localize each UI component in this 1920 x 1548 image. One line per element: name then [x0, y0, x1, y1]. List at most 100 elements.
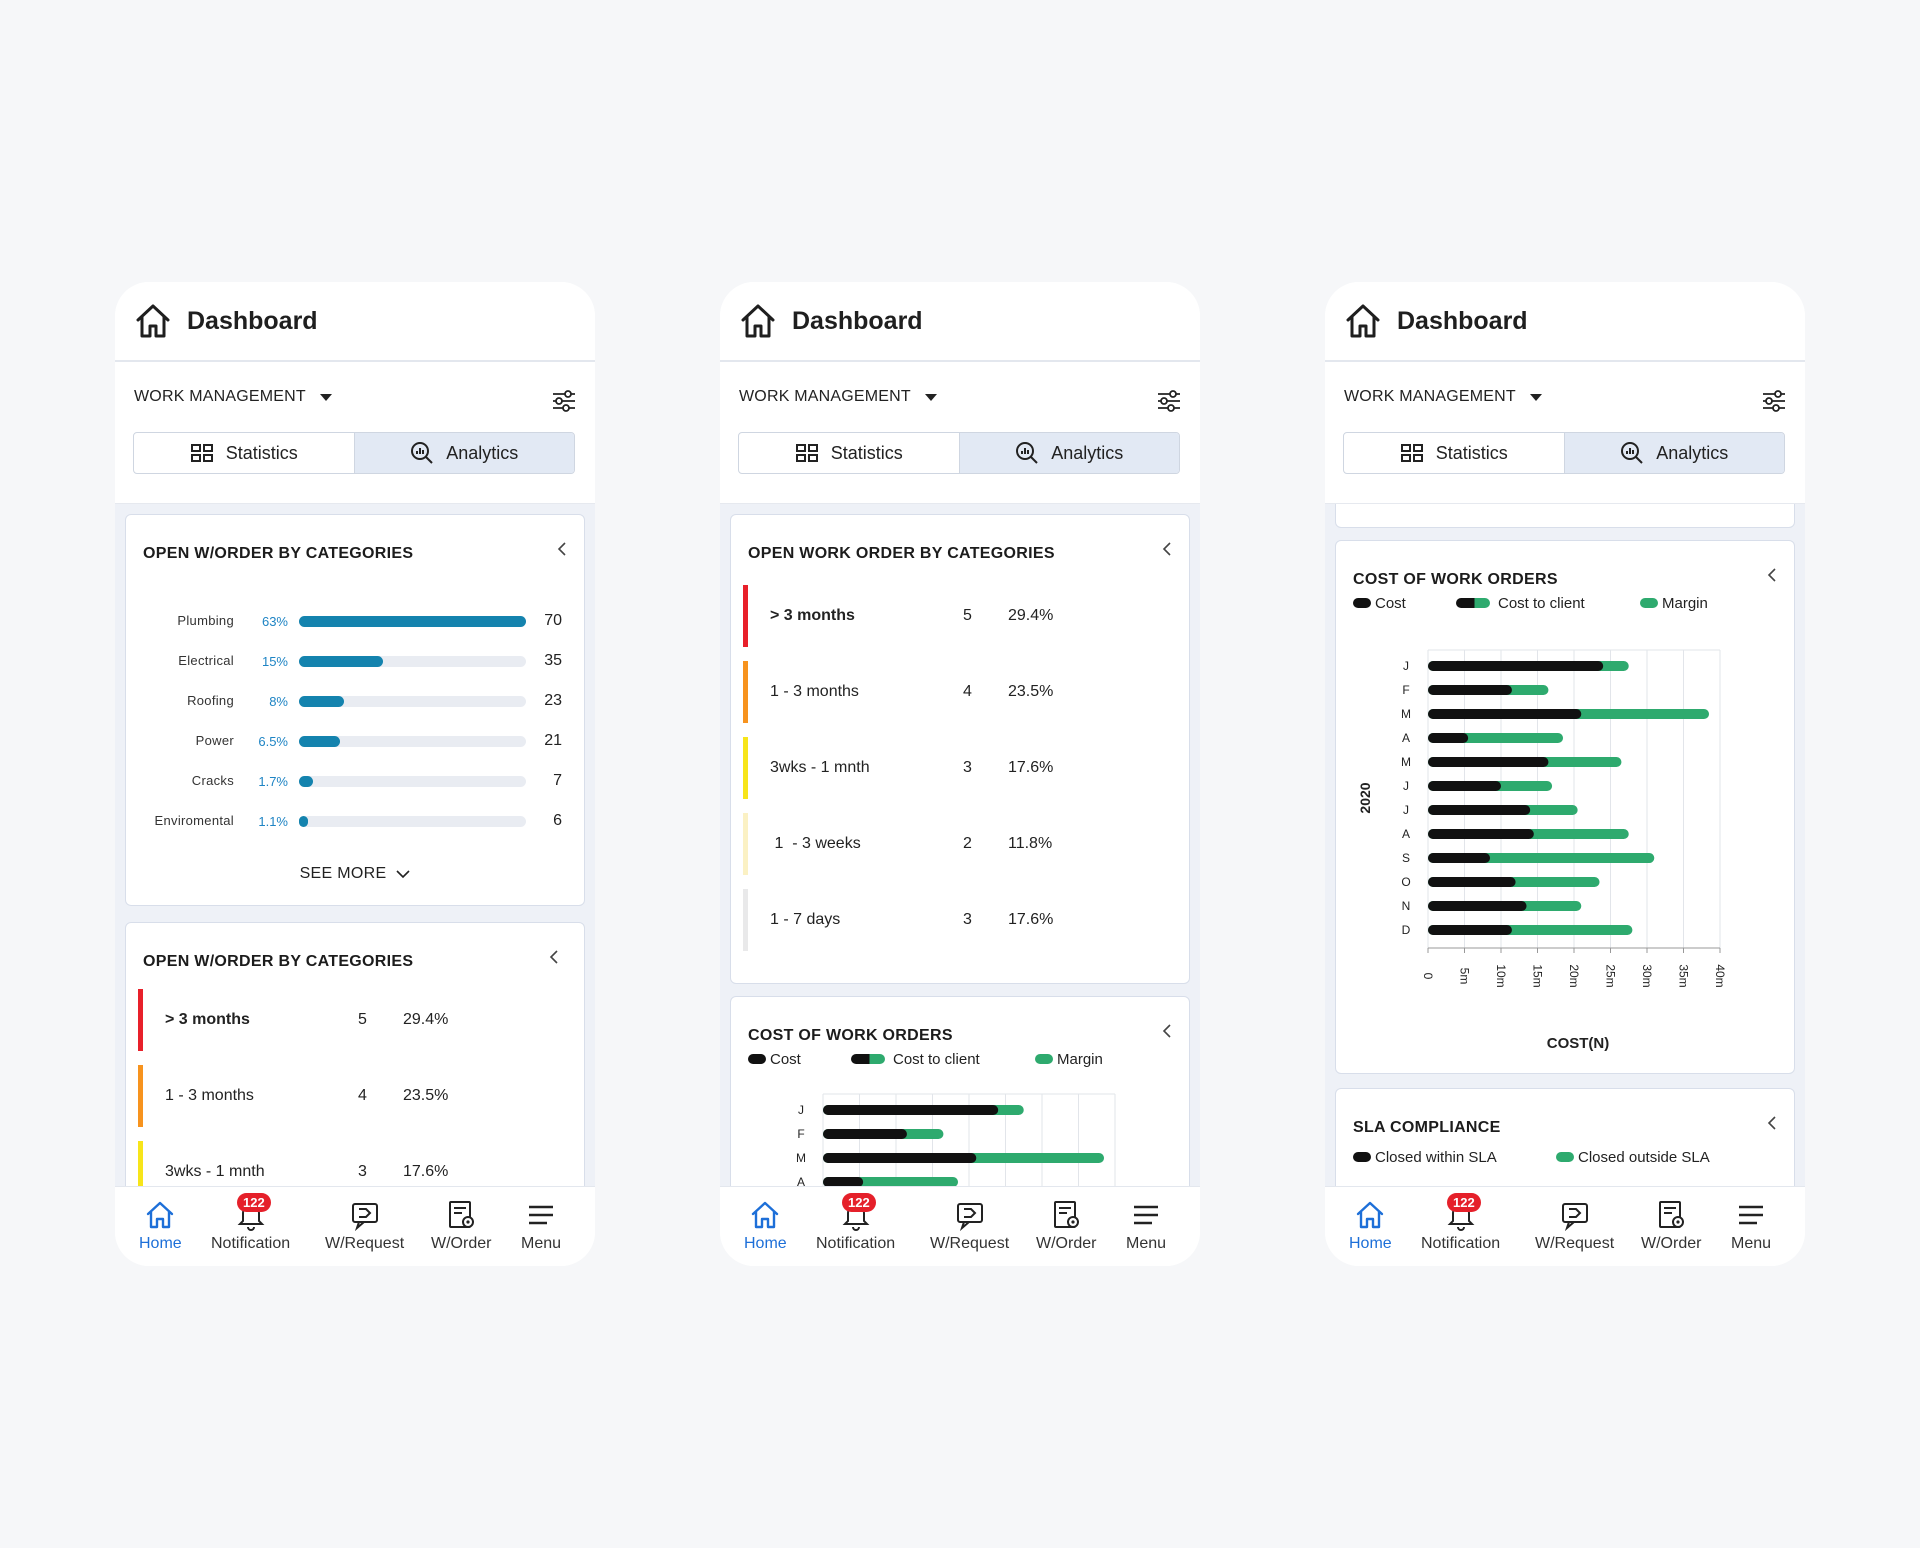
legend-swatch — [1456, 598, 1490, 608]
see-more-label: SEE MORE — [299, 865, 387, 882]
category-value: 70 — [544, 612, 562, 629]
cost-bar — [823, 1153, 977, 1163]
nav-label: Home — [744, 1235, 787, 1252]
nav-worder[interactable]: W/Order — [1036, 1199, 1096, 1253]
tab-statistics[interactable]: Statistics — [1344, 433, 1564, 473]
cost-bar — [1428, 925, 1512, 935]
age-percent: 17.6% — [1008, 759, 1054, 776]
age-color-strip — [743, 889, 748, 951]
nav-menu[interactable]: Menu — [1731, 1199, 1771, 1253]
age-count: 5 — [358, 1011, 367, 1028]
month-tick-label: M — [1401, 707, 1411, 721]
age-row[interactable]: 3wks - 1 mnth 3 17.6% — [138, 1141, 584, 1186]
legend-swatch — [1640, 598, 1658, 608]
nav-worder[interactable]: W/Order — [1641, 1199, 1701, 1253]
filter-settings-icon[interactable] — [551, 388, 577, 414]
caret-down-icon — [319, 393, 332, 401]
analytics-search-icon — [1621, 442, 1643, 464]
chevron-left-icon[interactable] — [1161, 1023, 1173, 1039]
nav-wrequest[interactable]: W/Request — [1535, 1199, 1614, 1253]
see-more-button[interactable]: SEE MORE — [126, 865, 584, 883]
filter-settings-icon[interactable] — [1156, 388, 1182, 414]
module-dropdown[interactable]: WORK MANAGEMENT — [739, 388, 937, 406]
chevron-left-icon[interactable] — [1161, 541, 1173, 557]
chevron-left-icon[interactable] — [556, 541, 568, 557]
home-icon[interactable] — [1343, 301, 1383, 341]
work-order-icon — [449, 1201, 475, 1228]
nav-wrequest[interactable]: W/Request — [930, 1199, 1009, 1253]
nav-notification[interactable]: 122 Notification — [211, 1193, 290, 1253]
tab-analytics-label: Analytics — [1656, 442, 1729, 463]
card-title: OPEN W/ORDER BY CATEGORIES — [143, 953, 414, 970]
home-icon[interactable] — [738, 301, 778, 341]
category-percent: 1.1% — [258, 814, 288, 829]
nav-home[interactable]: Home — [1349, 1199, 1392, 1253]
age-percent: 17.6% — [1008, 911, 1054, 928]
tab-analytics[interactable]: Analytics — [958, 433, 1179, 473]
cost-bar — [1428, 733, 1469, 743]
age-percent: 11.8% — [1008, 835, 1053, 852]
nav-notification[interactable]: 122 Notification — [1421, 1193, 1500, 1253]
nav-home[interactable]: Home — [744, 1199, 787, 1253]
x-tick-label: 30m — [1640, 964, 1654, 987]
nav-menu[interactable]: Menu — [1126, 1199, 1166, 1253]
module-dropdown[interactable]: WORK MANAGEMENT — [1344, 388, 1542, 406]
chevron-left-icon[interactable] — [1766, 567, 1778, 583]
category-row: Plumbing 63% 70 — [126, 612, 584, 653]
age-row[interactable]: 1 - 7 days 3 17.6% — [743, 889, 1189, 951]
work-order-icon — [1659, 1201, 1685, 1228]
sla-card: SLA COMPLIANCE Closed within SLA Closed … — [1335, 1088, 1795, 1186]
nav-notification[interactable]: 122 Notification — [816, 1193, 895, 1253]
home-icon[interactable] — [133, 301, 173, 341]
module-label: WORK MANAGEMENT — [1344, 388, 1516, 405]
category-bar-fill — [299, 656, 383, 667]
category-bar-track — [299, 696, 526, 707]
x-tick-label: 10m — [1494, 964, 1508, 987]
age-count: 3 — [963, 759, 972, 776]
nav-label: W/Order — [1036, 1235, 1097, 1252]
age-label: 1 - 3 weeks — [770, 835, 861, 852]
category-label: Electrical — [178, 653, 234, 668]
age-row[interactable]: 1 - 3 weeks 2 11.8% — [743, 813, 1189, 875]
module-dropdown[interactable]: WORK MANAGEMENT — [134, 388, 332, 406]
grid-icon — [1400, 444, 1423, 462]
menu-icon — [1739, 1205, 1764, 1225]
nav-label: Home — [1349, 1235, 1392, 1252]
filter-settings-icon[interactable] — [1761, 388, 1787, 414]
chevron-left-icon[interactable] — [548, 949, 560, 965]
tab-statistics[interactable]: Statistics — [134, 433, 354, 473]
nav-menu[interactable]: Menu — [521, 1199, 561, 1253]
age-row[interactable]: > 3 months 5 29.4% — [743, 585, 1189, 647]
tab-statistics[interactable]: Statistics — [739, 433, 959, 473]
age-row[interactable]: 1 - 3 months 4 23.5% — [138, 1065, 584, 1127]
legend-label: Cost to client — [893, 1050, 980, 1068]
age-percent: 17.6% — [403, 1163, 449, 1180]
legend-swatch — [1353, 1152, 1371, 1162]
age-count: 5 — [963, 607, 972, 624]
age-color-strip — [743, 737, 748, 799]
age-color-strip — [743, 813, 748, 875]
x-tick-label: 35m — [1677, 964, 1691, 987]
age-label: 1 - 7 days — [770, 911, 841, 928]
tab-analytics[interactable]: Analytics — [353, 433, 574, 473]
month-tick-label: N — [1402, 899, 1411, 913]
tab-analytics[interactable]: Analytics — [1563, 433, 1784, 473]
legend-swatch — [1353, 598, 1371, 608]
phone-screen-2: Dashboard WORK MANAGEMENT Statistics Ana… — [720, 282, 1200, 1266]
age-row[interactable]: 3wks - 1 mnth 3 17.6% — [743, 737, 1189, 799]
age-row[interactable]: > 3 months 5 29.4% — [138, 989, 584, 1051]
age-label: 1 - 3 months — [165, 1087, 254, 1104]
caret-down-icon — [1529, 393, 1542, 401]
nav-worder[interactable]: W/Order — [431, 1199, 491, 1253]
age-label: > 3 months — [770, 607, 855, 624]
age-card: OPEN W/ORDER BY CATEGORIES > 3 months 5 29… — [125, 922, 585, 1186]
nav-home[interactable]: Home — [139, 1199, 182, 1253]
cost-card: COST OF WORK ORDERS Cost Cost to client … — [1335, 540, 1795, 1074]
category-label: Cracks — [191, 773, 234, 788]
x-tick-label: 15m — [1531, 964, 1545, 987]
chevron-left-icon[interactable] — [1766, 1115, 1778, 1131]
cost-bar — [1428, 685, 1512, 695]
nav-wrequest[interactable]: W/Request — [325, 1199, 404, 1253]
module-label: WORK MANAGEMENT — [134, 388, 306, 405]
age-row[interactable]: 1 - 3 months 4 23.5% — [743, 661, 1189, 723]
